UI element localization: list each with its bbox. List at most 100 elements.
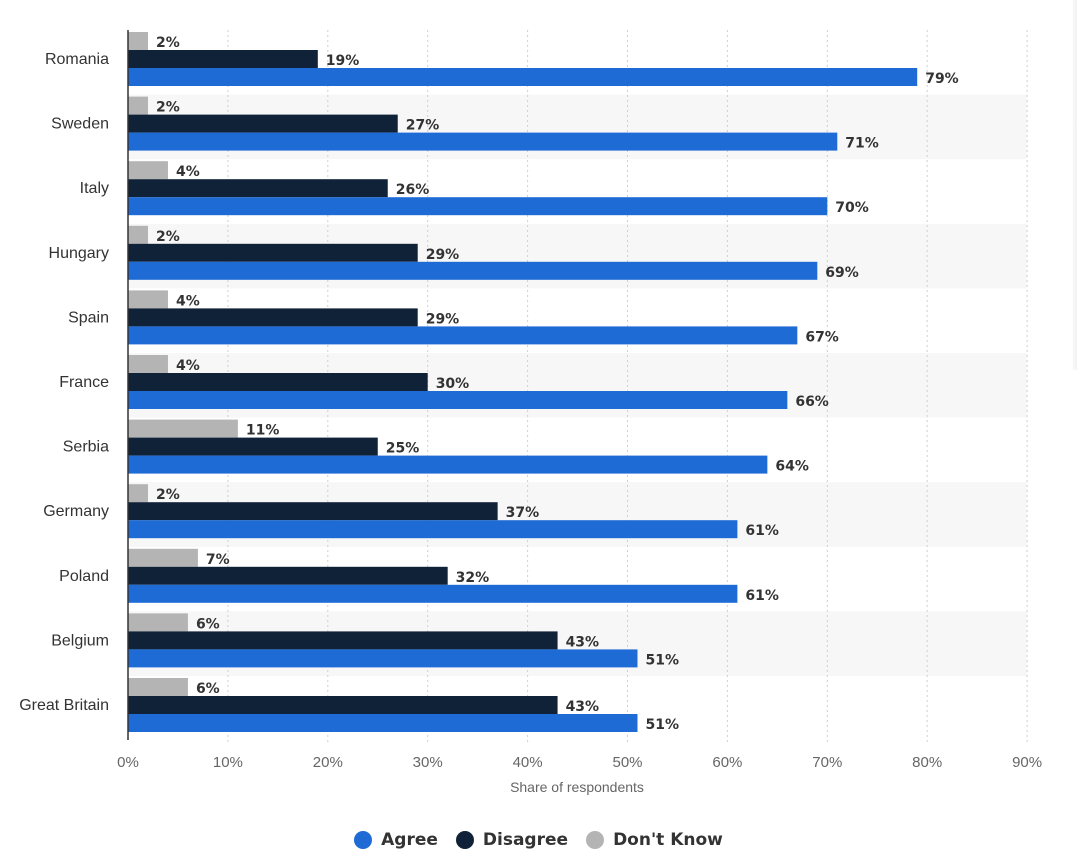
data-label: 2% xyxy=(156,487,180,503)
bar xyxy=(128,50,318,68)
bar xyxy=(128,520,738,539)
data-label: 51% xyxy=(645,652,679,668)
data-label: 43% xyxy=(566,634,600,650)
bar xyxy=(128,32,148,50)
category-label: Hungary xyxy=(49,245,109,262)
data-label: 26% xyxy=(396,182,430,198)
category-label: Great Britain xyxy=(19,697,109,714)
bar xyxy=(128,373,428,391)
data-label: 29% xyxy=(426,247,460,263)
bar xyxy=(128,502,498,521)
bars xyxy=(128,32,918,732)
data-label: 30% xyxy=(436,376,470,392)
x-tick-label: 0% xyxy=(117,754,139,771)
bar xyxy=(128,261,818,280)
bar xyxy=(128,243,418,262)
bar xyxy=(128,678,188,696)
data-label: 29% xyxy=(426,311,460,327)
x-tick-label: 90% xyxy=(1012,754,1042,771)
legend-marker xyxy=(586,831,605,849)
bar xyxy=(128,179,388,198)
category-labels: Romania Sweden Italy Hungary Spain France Serb… xyxy=(19,51,109,714)
bar xyxy=(128,225,148,244)
bar xyxy=(128,696,558,714)
bar xyxy=(128,308,418,327)
scroll-shadow xyxy=(1071,0,1077,370)
legend-label: Don't Know xyxy=(613,830,723,850)
data-label: 25% xyxy=(386,441,420,457)
data-label: 69% xyxy=(825,265,859,281)
bar xyxy=(128,326,798,345)
data-label: 4% xyxy=(176,358,200,374)
data-label: 70% xyxy=(835,200,869,216)
data-label: 6% xyxy=(196,681,220,697)
x-tick-label: 80% xyxy=(912,754,942,771)
data-label: 4% xyxy=(176,164,200,180)
x-tick-label: 50% xyxy=(612,754,642,771)
bar xyxy=(128,484,148,503)
legend: Agree Disagree Don't Know xyxy=(0,830,1077,850)
data-label: 2% xyxy=(156,229,180,245)
x-tick-label: 70% xyxy=(812,754,842,771)
category-label: Germany xyxy=(43,503,109,520)
category-label: Sweden xyxy=(51,116,109,133)
category-label: Poland xyxy=(59,568,109,585)
data-label: 71% xyxy=(845,136,879,152)
x-tick-label: 20% xyxy=(313,754,343,771)
bar-chart: 2% 19% 79% 2% 27% 71% 4% 26% 70% 2% 29% 69% 4% 29% 67%… xyxy=(19,30,1042,795)
data-label: 19% xyxy=(326,53,360,69)
data-label: 7% xyxy=(206,552,230,568)
data-label: 51% xyxy=(645,717,679,733)
bar xyxy=(128,455,768,474)
bar xyxy=(128,613,188,632)
data-labels: 2% 19% 79% 2% 27% 71% 4% 26% 70% 2% 29% 69% 4% 29% 67%… xyxy=(156,35,959,733)
legend-item[interactable]: Agree xyxy=(354,830,438,850)
bar xyxy=(128,584,738,603)
bar xyxy=(128,114,398,133)
data-label: 4% xyxy=(176,293,200,309)
legend-marker xyxy=(354,831,373,849)
legend-item[interactable]: Disagree xyxy=(455,830,569,850)
bar xyxy=(128,437,378,456)
x-tick-label: 40% xyxy=(513,754,543,771)
x-tick-labels: 0% 10% 20% 30% 40% 50% 60% 70% 80% 90% xyxy=(117,754,1042,771)
bar xyxy=(128,566,448,585)
data-label: 27% xyxy=(406,118,440,134)
legend-marker xyxy=(455,831,474,849)
data-label: 61% xyxy=(745,523,779,539)
data-label: 2% xyxy=(156,35,180,51)
x-tick-label: 60% xyxy=(712,754,742,771)
data-label: 61% xyxy=(745,588,779,604)
bar xyxy=(128,355,168,373)
category-label: Italy xyxy=(80,180,109,197)
category-label: Serbia xyxy=(63,439,109,456)
bar xyxy=(128,631,558,650)
bar xyxy=(128,197,828,216)
legend-item[interactable]: Don't Know xyxy=(586,830,723,850)
bar xyxy=(128,714,638,732)
category-label: France xyxy=(59,374,109,391)
data-label: 6% xyxy=(196,616,220,632)
bar xyxy=(128,161,168,180)
bar xyxy=(128,68,918,86)
bar xyxy=(128,132,838,151)
data-label: 64% xyxy=(775,459,809,475)
data-label: 66% xyxy=(795,394,829,410)
bar xyxy=(128,96,148,115)
category-label: Romania xyxy=(45,51,109,68)
legend-label: Agree xyxy=(381,830,438,850)
x-axis-title: Share of respondents xyxy=(510,779,644,795)
data-label: 67% xyxy=(805,329,839,345)
data-label: 37% xyxy=(506,505,540,521)
bar xyxy=(128,391,788,409)
data-label: 2% xyxy=(156,100,180,116)
data-label: 79% xyxy=(925,71,959,87)
bar xyxy=(128,649,638,668)
x-tick-label: 10% xyxy=(213,754,243,771)
data-label: 11% xyxy=(246,423,280,439)
legend-label: Disagree xyxy=(482,830,569,850)
category-label: Belgium xyxy=(51,632,109,649)
data-label: 32% xyxy=(456,570,490,586)
bar xyxy=(128,419,238,438)
bar xyxy=(128,290,168,309)
